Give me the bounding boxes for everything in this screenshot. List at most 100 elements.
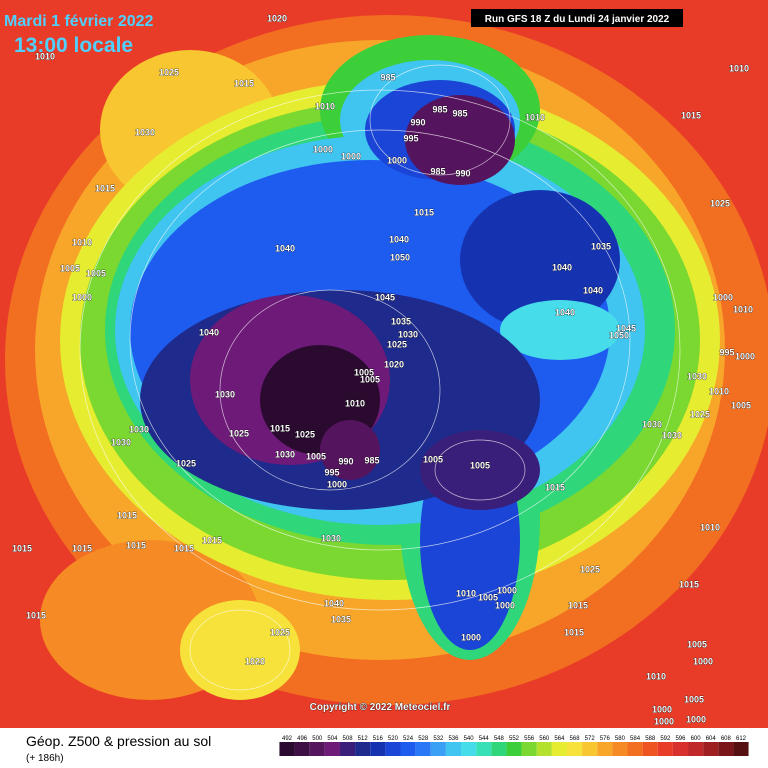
pressure-label: 1025	[295, 429, 315, 439]
colorbar-swatch	[703, 742, 719, 756]
pressure-label: 1015	[270, 423, 290, 433]
pressure-label: 1005	[423, 454, 443, 464]
pressure-label: 1040	[552, 262, 572, 272]
pressure-label: 1040	[555, 307, 575, 317]
pressure-label: 1010	[35, 51, 55, 61]
pressure-label: 1025	[176, 458, 196, 468]
pressure-label: 1015	[126, 540, 146, 550]
colorbar-tick-label: 512	[358, 736, 369, 742]
pressure-label: 1020	[267, 13, 287, 23]
pressure-label: 1000	[387, 155, 407, 165]
colorbar-swatch	[521, 742, 537, 756]
local-time: 13:00 locale	[14, 34, 133, 57]
colorbar-swatch	[506, 742, 522, 756]
pressure-label: 1025	[710, 198, 730, 208]
footer-subtitle: (+ 186h)	[26, 753, 64, 764]
pressure-label: 1040	[275, 243, 295, 253]
pressure-label: 1030	[135, 127, 155, 137]
pressure-label: 1005	[731, 400, 751, 410]
pressure-label: 1005	[60, 263, 80, 273]
colorbar-swatch	[385, 742, 401, 756]
pressure-label: 1020	[245, 656, 265, 666]
pressure-label: 1000	[341, 151, 361, 161]
colorbar-swatch	[612, 742, 628, 756]
pressure-label: 985	[452, 108, 467, 118]
pressure-label: 1030	[642, 419, 662, 429]
colorbar-swatch	[718, 742, 734, 756]
colorbar-swatch	[597, 742, 613, 756]
colorbar-swatch	[733, 742, 749, 756]
pressure-label: 1030	[687, 371, 707, 381]
pressure-label: 1005	[687, 639, 707, 649]
colorbar-tick-label: 504	[327, 736, 338, 742]
colorbar-tick-label: 576	[600, 736, 611, 742]
pressure-label: 1035	[331, 614, 351, 624]
pressure-label: 1010	[646, 671, 666, 681]
pressure-label: 1005	[306, 451, 326, 461]
pressure-label: 1005	[86, 268, 106, 278]
geopotential-field	[0, 0, 768, 728]
pressure-label: 1000	[461, 632, 481, 642]
colorbar-tick-label: 556	[524, 736, 535, 742]
isobars	[79, 64, 681, 691]
colorbar-tick-label: 540	[464, 736, 475, 742]
colorbar-tick-label: 612	[736, 736, 747, 742]
colorbar-swatch	[672, 742, 689, 756]
pressure-label: 1005	[354, 367, 374, 377]
colorbar-tick-label: 592	[660, 736, 671, 742]
pressure-label: 990	[455, 168, 470, 178]
pressure-label: 1015	[95, 183, 115, 193]
pressure-label: 1010	[525, 112, 545, 122]
pressure-label: 1045	[375, 292, 395, 302]
pressure-label: 1015	[414, 207, 434, 217]
pressure-label: 1025	[580, 564, 600, 574]
pressure-label: 990	[410, 117, 425, 127]
run-info: Run GFS 18 Z du Lundi 24 janvier 2022	[485, 14, 670, 25]
pressure-label: 1030	[129, 424, 149, 434]
colorbar-tick-label: 500	[312, 736, 323, 742]
colorbar-swatch	[461, 742, 477, 756]
pressure-label: 1015	[679, 579, 699, 589]
colorbar-swatch	[657, 742, 673, 756]
colorbar: 492 496 500 504 508 512 516 520 524 528 532 536 540 5…	[279, 736, 749, 756]
pressure-label: 1040	[583, 285, 603, 295]
pressure-label: 1000	[693, 656, 713, 666]
colorbar-swatch	[627, 742, 643, 756]
pressure-label: 1000	[652, 704, 672, 714]
colorbar-tick-label: 544	[479, 736, 490, 742]
pressure-label: 1010	[315, 101, 335, 111]
pressure-label: 1000	[686, 714, 706, 724]
pressure-label: 985	[430, 166, 445, 176]
pressure-label: 985	[380, 72, 395, 82]
copyright: Copyright © 2022 Meteociel.fr	[310, 702, 451, 713]
pressure-label: 1040	[199, 327, 219, 337]
colorbar-tick-label: 520	[388, 736, 399, 742]
colorbar-tick-label: 600	[691, 736, 702, 742]
pressure-label: 1015	[72, 543, 92, 553]
colorbar-tick-label: 516	[373, 736, 384, 742]
pressure-label: 1030	[662, 430, 682, 440]
pressure-label: 990	[338, 456, 353, 466]
colorbar-swatch	[566, 742, 583, 756]
colorbar-swatch	[430, 742, 446, 756]
pressure-label: 1040	[389, 234, 409, 244]
pressure-label: 1025	[690, 409, 710, 419]
colorbar-tick-label: 588	[645, 736, 656, 742]
pressure-label: 1030	[215, 389, 235, 399]
colorbar-tick-label: 548	[494, 736, 505, 742]
pressure-label: 1000	[735, 351, 755, 361]
colorbar-tick-label: 560	[539, 736, 550, 742]
pressure-label: 1010	[700, 522, 720, 532]
colorbar-swatch	[642, 742, 658, 756]
pressure-label: 1000	[72, 292, 92, 302]
colorbar-tick-label: 536	[448, 736, 459, 742]
colorbar-tick-label: 564	[554, 736, 565, 742]
pressure-label: 1015	[234, 78, 254, 88]
colorbar-swatch	[324, 742, 340, 756]
colorbar-tick-label: 568	[570, 736, 581, 742]
colorbar-tick-label: 552	[509, 736, 520, 742]
pressure-label: 1005	[360, 374, 380, 384]
pressure-label: 1030	[111, 437, 131, 447]
